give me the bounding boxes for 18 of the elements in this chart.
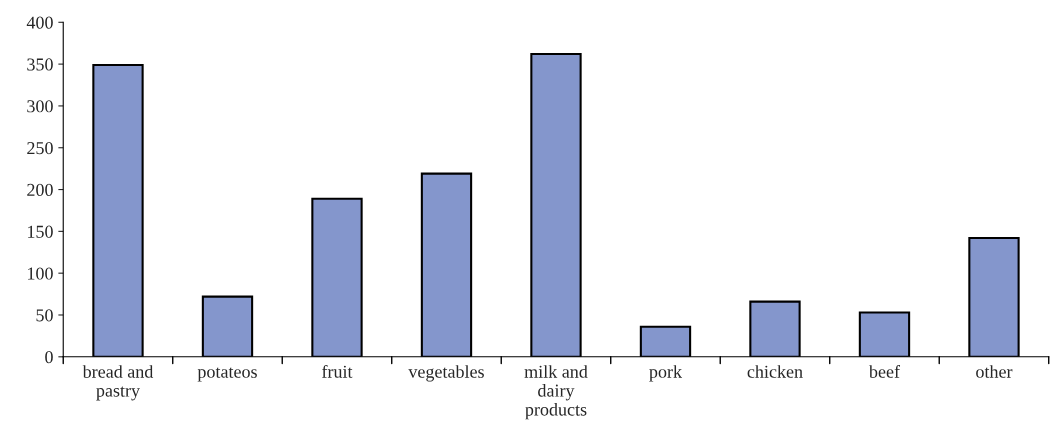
x-tick-label: bread and pastry: [82, 365, 154, 401]
x-tick-label: other: [976, 365, 1013, 378]
y-tick-label: 250: [27, 141, 53, 155]
y-tick-label: 200: [27, 183, 53, 196]
y-tick-label: 350: [27, 58, 53, 71]
y-tick-label: 300: [27, 100, 53, 113]
x-tick-label: chicken: [747, 365, 803, 378]
y-tick-label: 50: [36, 309, 53, 322]
x-tick-label: fruit: [322, 364, 353, 378]
y-tick-label: 400: [26, 16, 53, 29]
x-tick-label: beef: [868, 364, 901, 378]
x-tick-label: vegetables: [408, 365, 484, 382]
x-tick-label: potateos: [197, 367, 257, 382]
x-tick-label: pork: [649, 365, 683, 382]
y-tick-label: 150: [28, 225, 53, 238]
x-tick-label: milk and dairy products: [524, 365, 588, 420]
y-tick-label: 0: [45, 351, 53, 364]
y-tick-label: 100: [28, 267, 53, 280]
